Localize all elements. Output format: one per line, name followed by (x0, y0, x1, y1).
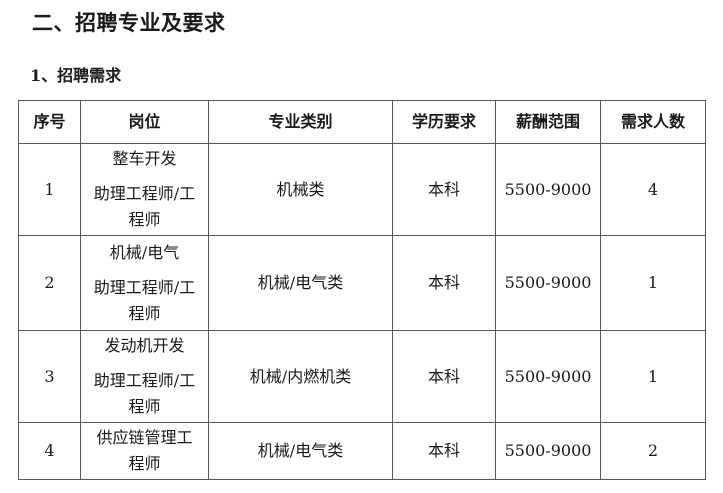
cell-major-category: 机械/内燃机类 (208, 330, 393, 423)
cell-salary-range: 5500-9000 (495, 235, 601, 331)
cell-position: 机械/电气助理工程师/工程师 (80, 235, 209, 331)
cell-education-requirement: 本科 (392, 235, 496, 331)
position-title: 供应链管理工程师 (96, 428, 193, 473)
position-title: 机械/电气 (109, 242, 180, 262)
table-row: 1 整车开发助理工程师/工程师 机械类 本科 5500-9000 4 (18, 143, 706, 236)
table-header: 序号 岗位 专业类别 学历要求 薪酬范围 需求人数 (18, 100, 706, 144)
column-header-3: 学历要求 (392, 100, 496, 144)
cell-salary-range: 5500-9000 (495, 422, 601, 480)
cell-major-category: 机械类 (208, 143, 393, 236)
cell-salary-range: 5500-9000 (495, 330, 601, 423)
cell-position: 整车开发助理工程师/工程师 (80, 143, 209, 236)
position-subtitle: 助理工程师/工程师 (93, 371, 196, 416)
cell-education-requirement: 本科 (392, 143, 496, 236)
position-title: 发动机开发 (104, 336, 185, 355)
table-row: 4 供应链管理工程师 机械/电气类 本科 5500-9000 2 (18, 422, 706, 480)
cell-major-category: 机械/电气类 (208, 422, 393, 480)
cell-serial-number: 4 (18, 422, 81, 480)
cell-position: 供应链管理工程师 (80, 422, 209, 480)
position-text: 发动机开发助理工程师/工程师 (91, 333, 199, 420)
table-body: 1 整车开发助理工程师/工程师 机械类 本科 5500-9000 4 2 机械/… (18, 143, 706, 480)
position-text: 整车开发助理工程师/工程师 (91, 146, 199, 233)
table-row: 2 机械/电气助理工程师/工程师 机械/电气类 本科 5500-9000 1 (18, 235, 706, 331)
table-row: 3 发动机开发助理工程师/工程师 机械/内燃机类 本科 5500-9000 1 (18, 330, 706, 423)
cell-education-requirement: 本科 (392, 330, 496, 423)
cell-headcount: 1 (600, 235, 706, 331)
cell-headcount: 2 (600, 422, 706, 480)
table-header-row: 序号 岗位 专业类别 学历要求 薪酬范围 需求人数 (18, 100, 706, 144)
cell-serial-number: 2 (18, 235, 81, 331)
subsection-title: 1、招聘需求 (30, 66, 122, 85)
column-header-1: 岗位 (80, 100, 209, 144)
cell-headcount: 4 (600, 143, 706, 236)
cell-serial-number: 3 (18, 330, 81, 423)
position-text: 供应链管理工程师 (91, 425, 199, 477)
column-header-0: 序号 (18, 100, 81, 144)
cell-salary-range: 5500-9000 (495, 143, 601, 236)
recruitment-table: 序号 岗位 专业类别 学历要求 薪酬范围 需求人数 1 整车开发助理工程师/工程师 机械类… (18, 100, 706, 480)
position-subtitle: 助理工程师/工程师 (93, 184, 196, 229)
cell-headcount: 1 (600, 330, 706, 423)
section-title: 二、招聘专业及要求 (32, 10, 226, 35)
column-header-4: 薪酬范围 (495, 100, 601, 144)
cell-serial-number: 1 (18, 143, 81, 236)
column-header-2: 专业类别 (208, 100, 393, 144)
position-subtitle: 助理工程师/工程师 (93, 277, 196, 323)
cell-position: 发动机开发助理工程师/工程师 (80, 330, 209, 423)
position-text: 机械/电气助理工程师/工程师 (91, 240, 199, 327)
column-header-5: 需求人数 (600, 100, 706, 144)
cell-education-requirement: 本科 (392, 422, 496, 480)
position-title: 整车开发 (112, 149, 177, 168)
cell-major-category: 机械/电气类 (208, 235, 393, 331)
